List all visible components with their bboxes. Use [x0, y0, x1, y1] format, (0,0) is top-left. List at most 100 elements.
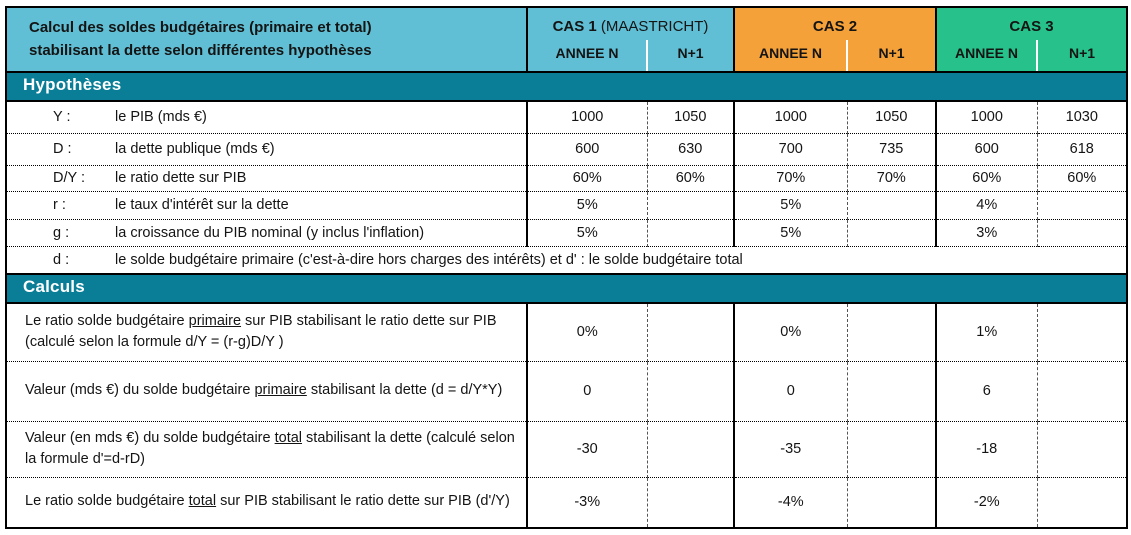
calc-row-label: Valeur (en mds €) du solde budgétaire to… — [6, 420, 527, 478]
value-cell — [1036, 303, 1128, 361]
case-2-name: CAS 2 — [812, 17, 858, 35]
value-cell — [846, 477, 937, 528]
var-description: le solde budgétaire primaire (c'est-à-di… — [115, 251, 743, 268]
label-text: Valeur (en mds €) du solde budgétaire — [25, 429, 275, 446]
calc-row-valeur-primaire: Valeur (mds €) du solde budgétaire prima… — [6, 360, 1128, 421]
value-cell: 0 — [733, 360, 848, 421]
value-cell: 630 — [646, 132, 735, 165]
label-underlined: total — [274, 429, 303, 446]
value-cell — [846, 420, 937, 478]
calc-row-valeur-total: Valeur (en mds €) du solde budgétaire to… — [6, 420, 1128, 478]
value-cell: 1000 — [733, 101, 848, 133]
value-cell: -3% — [526, 477, 647, 528]
label-text: stabilisant la dette (calculé selon la f… — [25, 429, 515, 468]
value-cell: 4% — [935, 190, 1038, 219]
var-description: le ratio dette sur PIB — [115, 170, 247, 186]
value-cell — [1036, 420, 1128, 478]
label-underlined: total — [188, 493, 217, 510]
label-text: sur PIB stabilisant le ratio dette sur P… — [25, 312, 497, 351]
budget-balance-table: Calcul des soldes budgétaires (primaire … — [5, 6, 1129, 529]
row-pib-label: Y : le PIB (mds €) — [6, 101, 527, 133]
case-1-header: CAS 1 (MAASTRICHT) — [525, 7, 735, 40]
calc-row-ratio-total: Le ratio solde budgétaire total sur PIB … — [6, 477, 1128, 528]
value-cell — [646, 420, 735, 478]
section-hypotheses-label: Hypothèses — [6, 71, 1128, 102]
value-cell: 1000 — [526, 101, 647, 133]
value-cell — [846, 218, 937, 246]
row-croissance-label: g : la croissance du PIB nominal (y inclu… — [6, 218, 527, 246]
var-description: le PIB (mds €) — [115, 109, 207, 126]
label-text: Le ratio solde budgétaire — [25, 312, 189, 329]
value-cell: 600 — [935, 132, 1038, 165]
table-title-line2: stabilisant la dette selon différentes h… — [29, 41, 372, 59]
value-cell: 6 — [935, 360, 1038, 421]
value-cell: 60% — [1036, 164, 1128, 191]
case-3-header: CAS 3 — [935, 7, 1128, 40]
case-1-year-n: ANNEE N — [526, 40, 647, 73]
value-cell: 1000 — [935, 101, 1038, 133]
calc-row-label: Valeur (mds €) du solde budgétaire prima… — [6, 360, 527, 421]
value-cell: 735 — [846, 132, 937, 165]
value-cell: 5% — [733, 218, 848, 246]
value-cell — [1036, 477, 1128, 528]
var-symbol: r : — [53, 197, 66, 213]
section-hypotheses: Hypothèses — [6, 71, 1128, 102]
value-cell: 3% — [935, 218, 1038, 246]
var-description: la dette publique (mds €) — [115, 141, 275, 157]
row-solde-definition: d : le solde budgétaire primaire (c'est-à… — [6, 245, 1128, 274]
var-symbol: Y : — [53, 109, 71, 126]
header-case-row: Calcul des soldes budgétaires (primaire … — [6, 7, 1128, 73]
value-cell: 0 — [526, 360, 647, 421]
value-cell — [1036, 218, 1128, 246]
value-cell: 60% — [646, 164, 735, 191]
value-cell — [646, 218, 735, 246]
value-cell: 5% — [526, 218, 647, 246]
label-text: sur PIB stabilisant le ratio dette sur P… — [216, 493, 510, 510]
label-underlined: primaire — [188, 312, 242, 329]
row-ratio-dette-label: D/Y : le ratio dette sur PIB — [6, 164, 527, 191]
value-cell: 60% — [935, 164, 1038, 191]
calc-row-label: Le ratio solde budgétaire primaire sur P… — [6, 303, 527, 361]
value-cell: 5% — [526, 190, 647, 219]
row-croissance: g : la croissance du PIB nominal (y inclu… — [6, 218, 1128, 246]
row-ratio-dette: D/Y : le ratio dette sur PIB 60% 60% 70% … — [6, 164, 1128, 191]
header-year-row: ANNEE N N+1 ANNEE N N+1 ANNEE N N+1 — [6, 40, 1128, 73]
value-cell: 1030 — [1036, 101, 1128, 133]
case-1-suffix: (MAASTRICHT) — [596, 17, 709, 35]
value-cell: -18 — [935, 420, 1038, 478]
label-text: Valeur (mds €) du solde budgétaire — [25, 382, 255, 399]
value-cell — [646, 303, 735, 361]
label-text: stabilisant la dette (d = d/Y*Y) — [306, 382, 503, 399]
value-cell — [1036, 360, 1128, 421]
value-cell: 5% — [733, 190, 848, 219]
value-cell: -35 — [733, 420, 848, 478]
case-3-year-n1: N+1 — [1036, 40, 1128, 73]
value-cell — [646, 360, 735, 421]
label-text: Le ratio solde budgétaire — [25, 493, 189, 510]
section-calculs-label: Calculs — [6, 273, 1128, 304]
value-cell: 70% — [846, 164, 937, 191]
value-cell: 0% — [733, 303, 848, 361]
value-cell: 0% — [526, 303, 647, 361]
case-2-year-n: ANNEE N — [733, 40, 848, 73]
case-3-name: CAS 3 — [1009, 17, 1054, 35]
var-symbol: g : — [53, 224, 70, 241]
value-cell: 1050 — [846, 101, 937, 133]
section-calculs: Calculs — [6, 273, 1128, 304]
var-symbol: d : — [53, 251, 70, 268]
value-cell: 1% — [935, 303, 1038, 361]
value-cell: 618 — [1036, 132, 1128, 165]
value-cell — [1036, 190, 1128, 219]
value-cell: 70% — [733, 164, 848, 191]
case-1-year-n1: N+1 — [645, 40, 735, 73]
value-cell — [646, 190, 735, 219]
row-dette-label: D : la dette publique (mds €) — [6, 132, 527, 165]
value-cell: 600 — [526, 132, 647, 165]
row-taux-interet: r : le taux d'intérêt sur la dette 5% 5% … — [6, 190, 1128, 219]
case-2-year-n1: N+1 — [846, 40, 937, 73]
calc-row-ratio-primaire: Le ratio solde budgétaire primaire sur P… — [6, 303, 1128, 361]
table-title: Calcul des soldes budgétaires (primaire … — [6, 7, 528, 73]
value-cell: 1050 — [646, 101, 735, 133]
var-symbol: D : — [53, 141, 72, 157]
